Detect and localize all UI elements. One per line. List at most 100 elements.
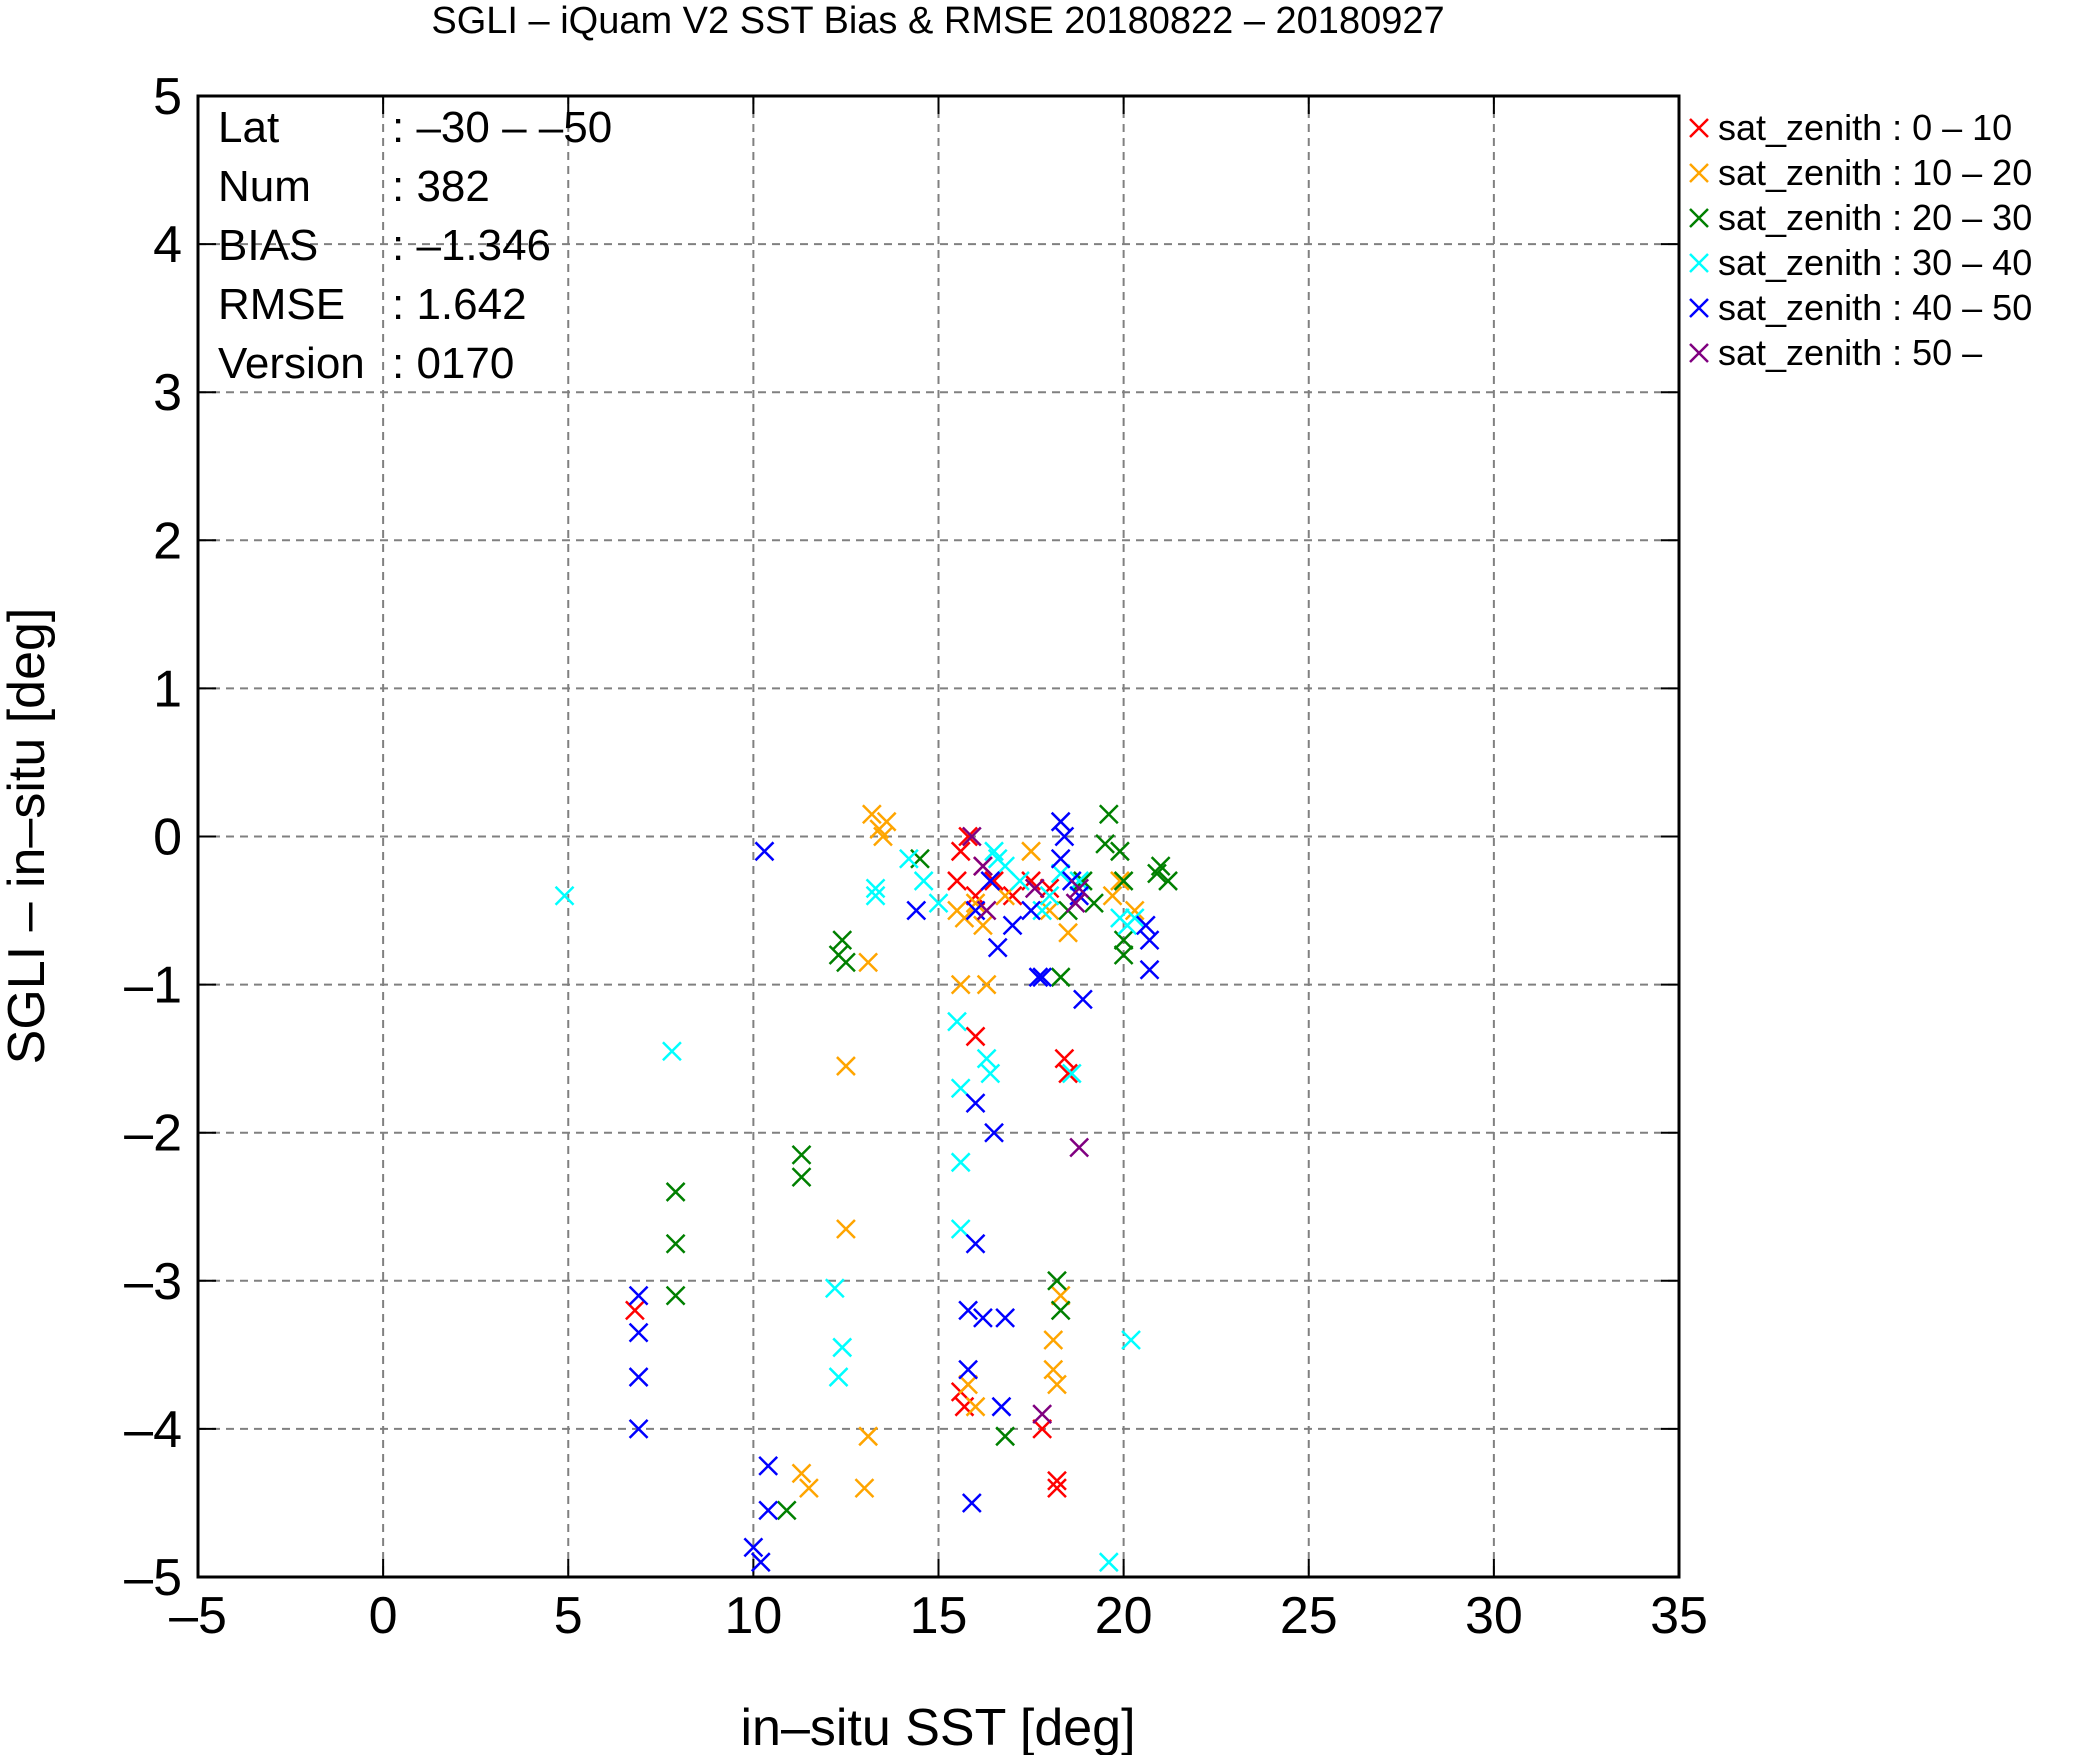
data-point — [865, 885, 886, 906]
data-point — [1047, 1270, 1067, 1291]
x-tick-label: 0 — [369, 1587, 398, 1645]
data-point — [950, 841, 971, 862]
data-point — [743, 1537, 764, 1558]
data-point — [836, 1219, 856, 1239]
data-point — [995, 1426, 1016, 1447]
data-point — [628, 1285, 649, 1306]
data-point — [1050, 811, 1071, 832]
data-point — [1032, 1404, 1053, 1424]
x-tick-label: 30 — [1465, 1587, 1523, 1645]
data-point — [898, 848, 919, 869]
data-point — [1135, 915, 1156, 936]
legend-marker — [1689, 118, 1709, 138]
data-point — [554, 885, 575, 906]
data-point — [958, 1359, 979, 1380]
stats-label: BIAS — [218, 221, 318, 270]
stats-value: : 382 — [392, 162, 490, 211]
data-point — [873, 826, 893, 847]
data-point — [1039, 900, 1060, 921]
data-point — [754, 841, 775, 862]
data-point — [961, 826, 982, 847]
legend-label: sat_zenith : 20 – 30 — [1718, 197, 2032, 238]
data-point — [1043, 1359, 1064, 1380]
data-point — [995, 1307, 1016, 1328]
data-point — [858, 952, 879, 973]
data-point — [1110, 841, 1130, 862]
data-point — [991, 1396, 1012, 1417]
data-point — [965, 1396, 986, 1417]
data-point — [628, 1419, 649, 1439]
data-point — [758, 1500, 779, 1521]
y-tick-label: 3 — [153, 364, 182, 422]
data-point — [987, 937, 1008, 958]
legend-marker — [1689, 163, 1709, 183]
data-point — [984, 871, 1004, 891]
data-point — [976, 1048, 997, 1069]
y-tick-label: 1 — [153, 660, 182, 718]
stats-label: RMSE — [218, 280, 345, 329]
legend-label: sat_zenith : 40 – 50 — [1718, 287, 2032, 328]
data-point — [625, 1300, 645, 1321]
data-point — [828, 1367, 849, 1387]
data-point — [836, 952, 856, 973]
data-point — [1021, 900, 1041, 921]
data-point — [1032, 1419, 1053, 1439]
stats-label: Lat — [218, 103, 279, 152]
stats-value: : –1.346 — [392, 221, 551, 270]
legend-marker — [1689, 343, 1709, 363]
legend-marker — [1689, 253, 1709, 273]
data-point — [1095, 834, 1115, 854]
data-point — [1047, 1470, 1067, 1491]
data-point — [1098, 1552, 1119, 1573]
y-tick-label: 4 — [153, 216, 182, 274]
data-point — [954, 908, 975, 928]
data-point — [1054, 1048, 1075, 1069]
data-point — [1050, 967, 1071, 988]
data-point — [1047, 1374, 1067, 1395]
x-tick-label: –5 — [169, 1587, 227, 1645]
data-point — [799, 1478, 819, 1499]
legend-marker — [1689, 298, 1709, 318]
plot-frame — [196, 94, 1681, 1579]
legend-label: sat_zenith : 30 – 40 — [1718, 242, 2032, 283]
data-point — [1069, 878, 1090, 899]
y-tick-label: –3 — [124, 1253, 182, 1311]
data-point — [791, 1145, 812, 1165]
data-point — [965, 893, 986, 914]
y-tick-label: –4 — [124, 1401, 182, 1459]
data-point — [858, 1426, 879, 1447]
data-point — [824, 1278, 845, 1299]
data-point — [1050, 848, 1071, 869]
data-point — [965, 1093, 986, 1113]
data-point — [976, 974, 997, 995]
legend-label: sat_zenith : 50 – — [1718, 332, 1982, 373]
data-point — [1139, 930, 1160, 951]
data-point — [1010, 871, 1030, 891]
data-point — [958, 826, 979, 847]
data-point — [1124, 900, 1145, 921]
data-point — [628, 1322, 649, 1343]
data-point — [791, 1463, 812, 1484]
x-axis-label: in–situ SST [deg] — [740, 1699, 1135, 1755]
data-point — [750, 1552, 771, 1573]
data-point — [950, 974, 971, 995]
data-point — [976, 900, 997, 921]
data-point — [965, 1233, 986, 1254]
data-point — [1058, 1063, 1078, 1084]
data-point — [1043, 1330, 1064, 1350]
data-point — [791, 1167, 812, 1188]
data-point — [854, 1478, 875, 1499]
data-point — [1061, 1063, 1082, 1084]
data-point — [913, 871, 934, 891]
data-point — [1050, 863, 1071, 884]
data-point — [1147, 863, 1167, 884]
data-point — [1039, 878, 1060, 899]
data-point — [958, 1374, 979, 1395]
data-point — [947, 1011, 967, 1032]
legend-marker — [1689, 208, 1709, 228]
data-point — [1054, 826, 1075, 847]
y-tick-label: 5 — [153, 68, 182, 126]
data-point — [665, 1285, 686, 1306]
data-point — [1065, 893, 1086, 914]
